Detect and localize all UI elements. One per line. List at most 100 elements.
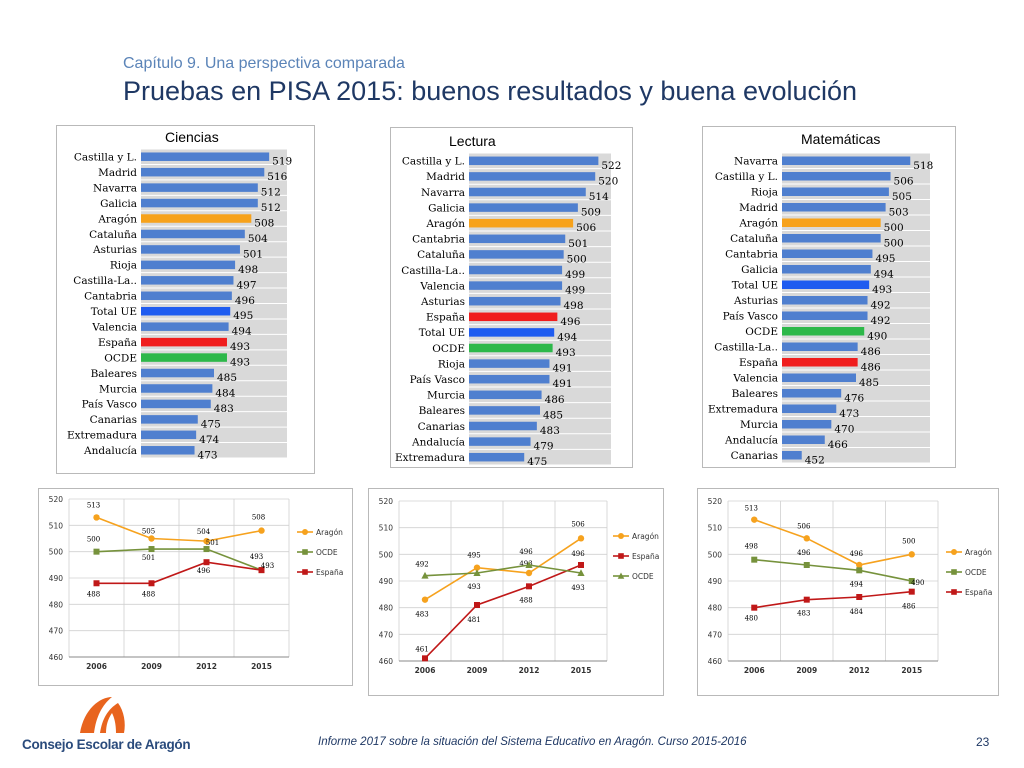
category-label: Extremadura <box>708 404 778 416</box>
y-tick-label: 490 <box>379 577 394 586</box>
category-label: Castilla-La.. <box>73 275 137 287</box>
x-tick-label: 2006 <box>744 666 765 675</box>
category-label: Murcia <box>740 419 778 431</box>
value-label: 498 <box>238 264 258 276</box>
value-label: 491 <box>552 363 572 375</box>
point-espana <box>422 655 428 662</box>
value-label: 522 <box>601 160 621 172</box>
value-label: 485 <box>543 409 563 421</box>
point-espana <box>258 567 265 574</box>
page-title: Pruebas en PISA 2015: buenos resultados … <box>123 76 858 106</box>
category-label: Total UE <box>732 280 778 292</box>
value-label: 483 <box>540 425 560 437</box>
bar-pais-vasco <box>141 399 211 409</box>
bar-espana <box>141 337 227 347</box>
logo-text: Consejo Escolar de Aragón <box>22 737 191 752</box>
category-label: Navarra <box>93 182 137 194</box>
point-ocde <box>856 567 863 574</box>
category-label: Castilla-La.. <box>714 342 778 354</box>
series-line-aragon <box>96 516 262 542</box>
category-label: Murcia <box>427 390 465 402</box>
data-label: 488 <box>87 590 100 598</box>
bar-rioja <box>469 359 550 368</box>
point-ocde <box>525 561 533 568</box>
bar-murcia <box>782 420 832 429</box>
data-label: 506 <box>571 520 585 528</box>
legend-marker <box>951 589 957 595</box>
value-label: 475 <box>527 456 547 467</box>
value-label: 486 <box>861 361 881 373</box>
series-line-ocde <box>754 558 912 582</box>
bar-baleares <box>141 368 214 378</box>
y-tick-label: 520 <box>708 497 723 506</box>
x-tick-label: 2006 <box>415 666 436 675</box>
bar-extremadura <box>469 452 525 462</box>
category-label: Baleares <box>732 388 778 400</box>
data-label: 483 <box>415 611 428 619</box>
category-label: Murcia <box>99 383 137 395</box>
point-ocde <box>421 571 429 579</box>
category-label: Navarra <box>421 187 465 199</box>
footer-report-title: Informe 2017 sobre la situación del Sist… <box>318 736 747 748</box>
data-label: 481 <box>467 616 480 624</box>
value-label: 474 <box>199 434 219 446</box>
category-label: OCDE <box>432 343 465 355</box>
category-label: Canarias <box>731 450 778 462</box>
value-label: 509 <box>581 207 601 219</box>
point-espana <box>908 588 915 595</box>
x-tick-label: 2006 <box>86 662 107 671</box>
value-label: 473 <box>198 449 218 461</box>
bar-canarias <box>141 415 198 424</box>
value-label: 506 <box>576 222 596 234</box>
point-aragon <box>525 569 533 577</box>
point-ocde <box>93 548 100 555</box>
data-label: 493 <box>467 583 480 591</box>
bar-navarra <box>469 187 586 197</box>
matematicas-line-chart-svg: 460 470 480 490 500 510 520 2006 2009 2012 2015 513… <box>708 497 993 675</box>
y-tick-label: 460 <box>708 657 723 666</box>
bar-andalucia <box>141 446 195 455</box>
series-line-espana <box>754 590 912 609</box>
data-label: 505 <box>142 528 155 536</box>
value-label: 519 <box>272 156 292 168</box>
data-label: 501 <box>142 554 155 562</box>
lectura-line-chart: 460 470 480 490 500 510 520 2006 2009 2012 2015 483… <box>368 488 664 696</box>
lectura-bar-chart: Lectura Castilla y L. 522 Madrid 520 Navarra 5… <box>390 127 633 468</box>
category-label: Total UE <box>419 327 465 339</box>
bar-castilla-la <box>782 342 858 351</box>
category-label: Rioja <box>110 260 137 272</box>
legend-marker <box>618 553 624 559</box>
bar-pais-vasco <box>469 374 550 384</box>
x-tick-label: 2009 <box>141 662 162 671</box>
bar-castilla-y-l <box>782 172 891 181</box>
data-label: 493 <box>519 560 532 568</box>
series-line-espana <box>424 564 582 659</box>
bar-total-ue <box>469 328 555 337</box>
point-ocde <box>908 578 915 584</box>
point-espana <box>578 562 584 568</box>
category-label: Castilla y L. <box>402 156 465 168</box>
matematicas-bar-chart: Matemáticas Navarra 518 Castilla y L. 506 Rio… <box>702 126 956 468</box>
bar-cantabria <box>782 249 873 258</box>
legend-marker <box>302 529 308 535</box>
category-label: Madrid <box>426 171 465 183</box>
value-label: 500 <box>884 222 904 234</box>
category-label: España <box>739 357 778 369</box>
value-label: 476 <box>844 392 864 404</box>
category-label: Galicia <box>428 202 465 214</box>
point-espana <box>856 594 863 600</box>
point-aragon <box>473 564 481 571</box>
value-label: 506 <box>894 175 914 187</box>
data-label: 461 <box>415 645 428 653</box>
consejo-escolar-logo: Consejo Escolar de Aragón <box>22 695 212 757</box>
bar-ocde <box>469 343 553 353</box>
bar-castilla-y-l <box>141 152 270 161</box>
data-label: 493 <box>571 584 584 592</box>
value-label: 492 <box>871 315 891 327</box>
value-label: 486 <box>861 346 881 358</box>
legend-marker <box>951 569 957 575</box>
data-label: 508 <box>252 514 265 522</box>
bar-rioja <box>782 187 889 196</box>
legend-marker <box>302 549 308 555</box>
y-tick-label: 520 <box>379 497 394 506</box>
